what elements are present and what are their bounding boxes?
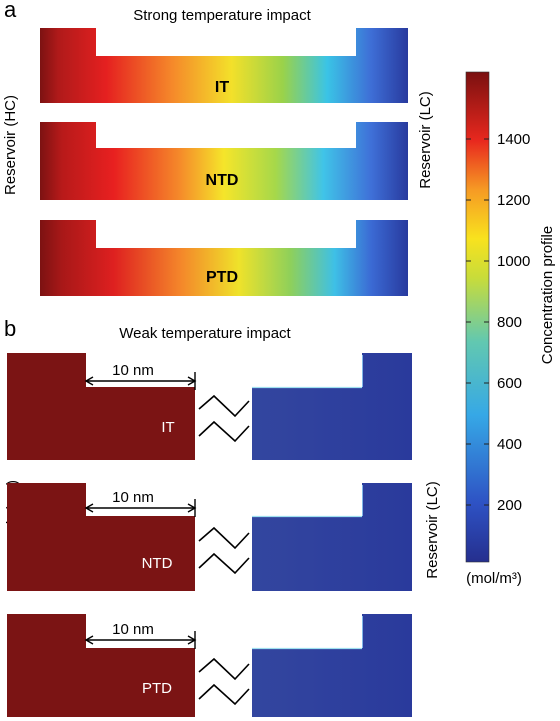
- break-mark-icon: [198, 526, 250, 550]
- weak-channel-it: 10 nm IT: [7, 353, 412, 460]
- panel-b-letter: b: [4, 316, 16, 341]
- colorbar-gradient: [465, 71, 490, 563]
- channel-label-ntd: NTD: [206, 172, 239, 189]
- colorbar-tick-label: 800: [497, 314, 522, 331]
- colorbar-ticks: 1400 1200 1000 800 600 400 200: [466, 131, 530, 514]
- colorbar-tick-label: 400: [497, 436, 522, 453]
- break-mark-icon: [198, 657, 250, 681]
- scale-bar: [84, 372, 197, 390]
- panel-a-reservoir-left-label: Reservoir (HC): [2, 95, 19, 195]
- scale-bar: [84, 631, 197, 649]
- channel-ptd: PTD: [40, 220, 408, 296]
- weak-channel-ntd: 10 nm NTD: [7, 483, 412, 591]
- colorbar-tick-label: 600: [497, 375, 522, 392]
- weak-channel-ptd: 10 nm PTD: [7, 614, 412, 717]
- hot-reservoir-region: [7, 353, 195, 460]
- channel-label-it: IT: [215, 79, 229, 96]
- scale-bar-label: 10 nm: [112, 362, 154, 379]
- colorbar-title: Concentration profile: [539, 226, 556, 364]
- weak-channel-label-ntd: NTD: [142, 555, 173, 572]
- panel-b-reservoir-right-label: Reservoir (LC): [424, 481, 441, 579]
- colorbar-tick-label: 1400: [497, 131, 530, 148]
- hot-reservoir-region: [7, 483, 195, 591]
- colorbar-tick-label: 1000: [497, 253, 530, 270]
- colorbar-tick-label: 1200: [497, 192, 530, 209]
- scale-bar: [84, 499, 197, 517]
- panel-a-title: Strong temperature impact: [133, 7, 311, 24]
- channel-ntd: NTD: [40, 122, 408, 200]
- colorbar: 1400 1200 1000 800 600 400 200 Concentration p…: [465, 71, 556, 587]
- colorbar-tick-label: 200: [497, 497, 522, 514]
- weak-channel-label-it: IT: [161, 419, 174, 436]
- weak-channel-label-ptd: PTD: [142, 680, 172, 697]
- break-mark-icon: [198, 552, 250, 575]
- hot-reservoir-region: [7, 614, 195, 717]
- cold-reservoir-region: [252, 483, 412, 591]
- scale-bar-label: 10 nm: [112, 621, 154, 638]
- channel-label-ptd: PTD: [206, 269, 238, 286]
- break-mark-icon: [198, 394, 250, 418]
- panel-a-reservoir-right-label: Reservoir (LC): [417, 91, 434, 189]
- colorbar-unit: (mol/m³): [466, 570, 522, 587]
- break-mark-icon: [198, 683, 250, 706]
- scale-bar-label: 10 nm: [112, 489, 154, 506]
- panel-b-title: Weak temperature impact: [119, 325, 291, 342]
- break-mark-icon: [198, 420, 250, 443]
- channel-it: IT: [40, 28, 408, 103]
- cold-reservoir-region: [252, 614, 412, 717]
- panel-a-letter: a: [4, 0, 17, 22]
- cold-reservoir-region: [252, 353, 412, 460]
